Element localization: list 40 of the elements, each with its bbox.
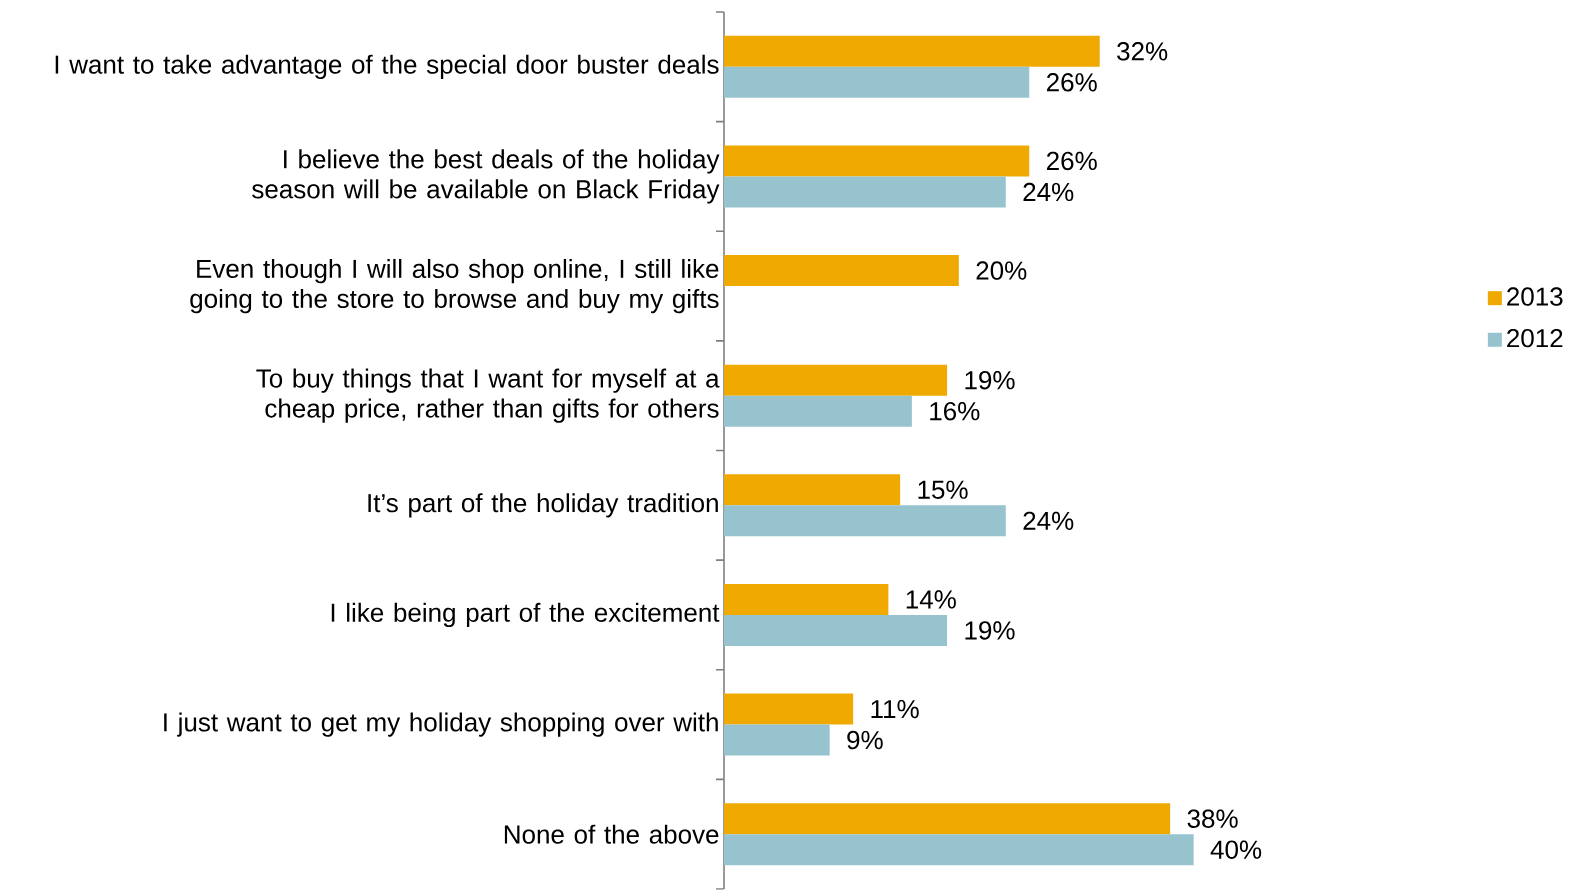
data-label: 20%: [976, 261, 1027, 280]
y-tick-label: Even though I will also shop online, I still like going to the store to browse and buy my gifts: [190, 259, 719, 314]
y-tick-label: It’s part of the holiday tradition: [368, 493, 718, 518]
y-tick-label: To buy things that I want for myself at a cheap price, rather than gifts for others: [256, 368, 720, 423]
bar: [724, 584, 889, 616]
data-label: 26%: [1046, 73, 1097, 92]
bar: [724, 834, 1194, 866]
bar: [724, 364, 948, 396]
data-label: 24%: [1023, 182, 1074, 202]
bar: [724, 255, 959, 287]
bar: [724, 803, 1171, 835]
bar: [724, 35, 1100, 67]
bar: [724, 66, 1030, 98]
y-tick-label: I believe the best deals of the holiday season will be available on Black Friday: [252, 149, 720, 204]
data-label: 32%: [1117, 42, 1168, 61]
data-label: 19%: [965, 371, 1015, 390]
bar: [724, 145, 1030, 177]
y-tick-label: I like being part of the excitement: [331, 602, 720, 628]
bar: [724, 615, 948, 647]
data-label: 24%: [1023, 511, 1074, 531]
y-tick-label: None of the above: [504, 824, 719, 844]
legend-label: 2012: [1507, 329, 1563, 348]
data-label: 11%: [871, 700, 919, 719]
data-label: 9%: [847, 730, 883, 750]
bar: [724, 176, 1006, 208]
data-label: 19%: [965, 621, 1015, 640]
legend-label: 2013: [1507, 287, 1563, 306]
bar: [724, 505, 1006, 537]
bar: [724, 395, 912, 427]
bar: [724, 724, 830, 756]
y-tick-label: I just want to get my holiday shopping over with: [164, 712, 718, 737]
bar: [724, 474, 901, 506]
data-label: 14%: [906, 590, 956, 609]
data-label: 26%: [1046, 151, 1097, 171]
bar: [724, 693, 854, 725]
y-tick-label: I want to take advantage of the special door buster deals: [55, 54, 719, 80]
data-label: 15%: [918, 480, 968, 500]
data-label: 16%: [930, 402, 980, 421]
data-label: 38%: [1187, 809, 1238, 828]
data-label: 40%: [1210, 840, 1262, 859]
